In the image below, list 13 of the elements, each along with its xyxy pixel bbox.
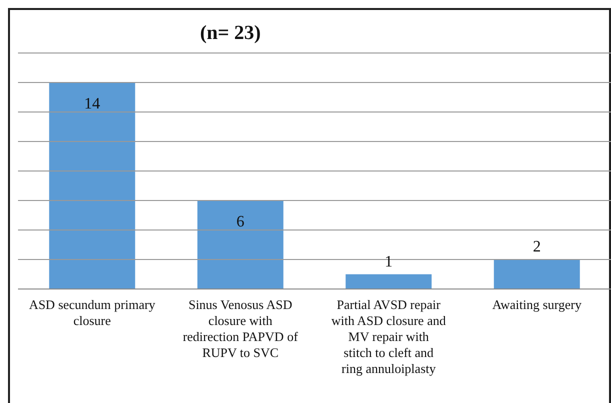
x-tick-label: Awaiting surgery [492, 297, 582, 312]
data-label: 14 [84, 96, 100, 112]
bar [49, 82, 136, 289]
x-tick-label: ASD secundum primary closure [28, 297, 156, 328]
data-label: 6 [236, 214, 244, 230]
chart-title: (n= 23) [200, 22, 261, 45]
bar [197, 200, 284, 289]
bar [494, 260, 580, 289]
x-tick-label: Sinus Venosus ASD closure with redirection PAPVD of RUPV to SVC [182, 297, 299, 360]
data-label: 1 [384, 253, 393, 270]
x-tick-label: Partial AVSD repair with ASD closure and MV repair with stitch to cleft and ring annuloiplasty [331, 297, 446, 376]
data-label: 2 [532, 238, 541, 256]
bar [346, 274, 432, 289]
